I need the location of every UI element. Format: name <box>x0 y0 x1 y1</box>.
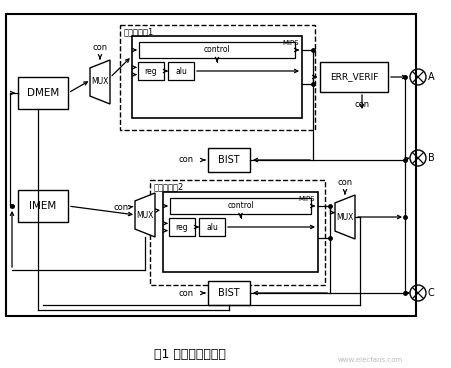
Bar <box>120 25 315 130</box>
Bar <box>208 281 250 305</box>
Bar <box>170 198 311 214</box>
Polygon shape <box>90 60 110 104</box>
Bar <box>169 218 195 236</box>
Bar <box>208 148 250 172</box>
Text: www.elecfans.com: www.elecfans.com <box>337 357 403 363</box>
Text: con: con <box>354 100 369 109</box>
Text: 可重构区域1: 可重构区域1 <box>124 28 154 36</box>
Text: reg: reg <box>176 223 189 231</box>
Text: reg: reg <box>145 67 157 75</box>
Polygon shape <box>335 195 355 239</box>
Bar <box>18 190 68 222</box>
Text: con: con <box>179 156 194 164</box>
Text: MUX: MUX <box>336 212 354 222</box>
Text: 图1 系统总体结构图: 图1 系统总体结构图 <box>154 348 226 361</box>
Text: DMEM: DMEM <box>27 88 59 98</box>
Text: C: C <box>428 288 435 298</box>
Text: MUX: MUX <box>136 210 154 219</box>
Text: BIST: BIST <box>218 155 240 165</box>
Text: MIPS: MIPS <box>282 40 299 46</box>
Bar <box>199 218 225 236</box>
Text: B: B <box>428 153 435 163</box>
Text: control: control <box>203 46 230 54</box>
Bar <box>139 42 295 58</box>
Polygon shape <box>135 193 155 237</box>
Text: BIST: BIST <box>218 288 240 298</box>
Text: MUX: MUX <box>91 78 109 86</box>
Text: control: control <box>227 202 254 210</box>
Bar <box>320 62 388 92</box>
Text: IMEM: IMEM <box>29 201 57 211</box>
Bar <box>168 62 194 80</box>
Text: con: con <box>114 202 129 212</box>
Text: alu: alu <box>175 67 187 75</box>
Text: ERR_VERIF: ERR_VERIF <box>330 72 378 81</box>
Text: MIPS: MIPS <box>299 196 315 202</box>
Text: A: A <box>428 72 435 82</box>
Text: con: con <box>92 43 107 52</box>
Text: con: con <box>179 289 194 297</box>
Text: alu: alu <box>206 223 218 231</box>
Bar <box>138 62 164 80</box>
Bar <box>150 180 325 285</box>
Bar <box>6 14 416 316</box>
Bar <box>163 192 318 272</box>
Bar <box>132 36 302 118</box>
Bar <box>18 77 68 109</box>
Text: con: con <box>337 178 353 187</box>
Text: 可重构区域2: 可重构区域2 <box>154 183 184 191</box>
